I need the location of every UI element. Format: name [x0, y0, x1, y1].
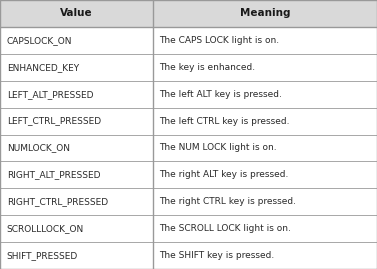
Text: SCROLLLOCK_ON: SCROLLLOCK_ON: [7, 224, 84, 233]
Text: The right CTRL key is pressed.: The right CTRL key is pressed.: [159, 197, 296, 206]
Bar: [0, 81, 377, 108]
Text: The left ALT key is pressed.: The left ALT key is pressed.: [159, 90, 282, 99]
Text: NUMLOCK_ON: NUMLOCK_ON: [7, 143, 70, 153]
Text: LEFT_CTRL_PRESSED: LEFT_CTRL_PRESSED: [7, 116, 101, 126]
Text: The SHIFT key is pressed.: The SHIFT key is pressed.: [159, 251, 275, 260]
Text: Value: Value: [60, 8, 93, 19]
Text: The right ALT key is pressed.: The right ALT key is pressed.: [159, 170, 289, 179]
Bar: [0, 0, 377, 27]
Bar: [0, 161, 377, 188]
Text: The CAPS LOCK light is on.: The CAPS LOCK light is on.: [159, 36, 280, 45]
Text: RIGHT_ALT_PRESSED: RIGHT_ALT_PRESSED: [7, 170, 100, 179]
Text: RIGHT_CTRL_PRESSED: RIGHT_CTRL_PRESSED: [7, 197, 108, 206]
Bar: [0, 215, 377, 242]
Text: The left CTRL key is pressed.: The left CTRL key is pressed.: [159, 116, 290, 126]
Text: The key is enhanced.: The key is enhanced.: [159, 63, 256, 72]
Bar: [0, 54, 377, 81]
Text: LEFT_ALT_PRESSED: LEFT_ALT_PRESSED: [7, 90, 93, 99]
Bar: [0, 27, 377, 54]
Text: The SCROLL LOCK light is on.: The SCROLL LOCK light is on.: [159, 224, 291, 233]
Text: CAPSLOCK_ON: CAPSLOCK_ON: [7, 36, 72, 45]
Bar: [0, 242, 377, 269]
Bar: [0, 108, 377, 134]
Text: ENHANCED_KEY: ENHANCED_KEY: [7, 63, 79, 72]
Bar: [0, 134, 377, 161]
Text: The NUM LOCK light is on.: The NUM LOCK light is on.: [159, 143, 277, 153]
Text: Meaning: Meaning: [240, 8, 290, 19]
Bar: [0, 188, 377, 215]
Text: SHIFT_PRESSED: SHIFT_PRESSED: [7, 251, 78, 260]
